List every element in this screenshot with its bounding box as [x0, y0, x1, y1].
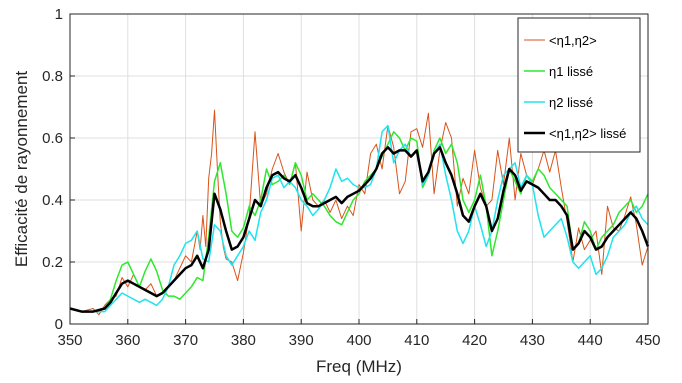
legend-label: <η1,η2>: [549, 33, 597, 48]
x-tick-label: 380: [231, 332, 256, 349]
legend-label: <η1,η2> lissé: [549, 126, 626, 141]
legend-label: η2 lissé: [549, 95, 593, 110]
y-tick-label: 0.6: [42, 130, 63, 147]
y-axis-label: Efficacité de rayonnement: [12, 71, 31, 268]
x-tick-label: 360: [115, 332, 140, 349]
y-tick-label: 0.8: [42, 68, 63, 85]
legend-label: η1 lissé: [549, 64, 593, 79]
y-tick-label: 0: [55, 316, 63, 333]
x-axis-label: Freq (MHz): [316, 357, 402, 376]
series-lines: [69, 109, 650, 316]
x-tick-labels: 350 360 370 380 390 400 410 420 430 440 450: [57, 319, 661, 349]
y-tick-label: 1: [55, 6, 63, 23]
series-line-3: [69, 146, 650, 313]
x-tick-label: 430: [520, 332, 545, 349]
x-tick-label: 400: [346, 332, 371, 349]
y-tick-labels: 0 0.2 0.4 0.6 0.8 1: [42, 6, 75, 333]
x-tick-label: 420: [462, 332, 487, 349]
series-line-0: [69, 109, 649, 316]
series-line-1: [69, 131, 649, 313]
y-tick-label: 0.2: [42, 254, 63, 271]
x-tick-label: 350: [57, 332, 82, 349]
series-line-2: [69, 124, 649, 313]
legend: <η1,η2> η1 lissé η2 lissé <η1,η2> lissé: [517, 17, 641, 153]
x-tick-label: 370: [173, 332, 198, 349]
x-tick-label: 410: [404, 332, 429, 349]
y-tick-label: 0.4: [42, 192, 63, 209]
x-tick-label: 390: [289, 332, 314, 349]
x-tick-label: 450: [635, 332, 660, 349]
x-tick-label: 440: [578, 332, 603, 349]
